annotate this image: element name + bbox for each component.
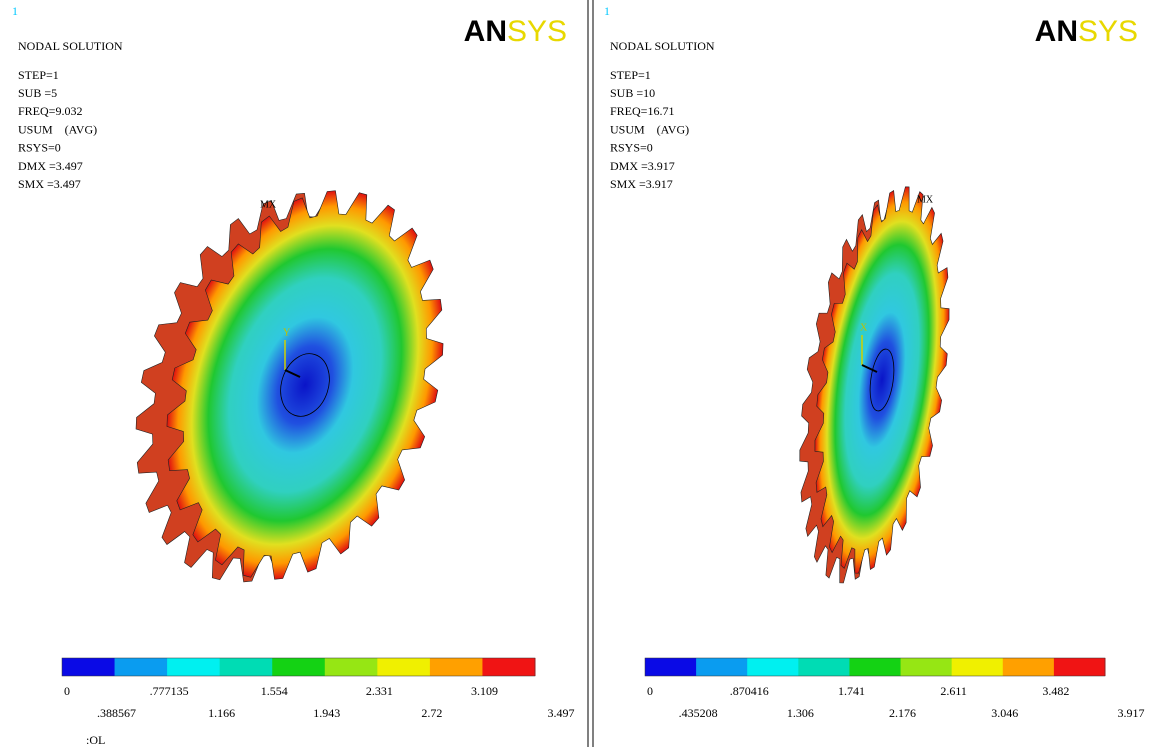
info-line: SUB =10 xyxy=(610,86,655,100)
colorbar-segment xyxy=(900,658,953,676)
gear-face xyxy=(166,190,444,580)
info-line: USUM (AVG) xyxy=(610,122,689,136)
colorbar-segment xyxy=(1053,658,1106,676)
legend-label: 3.917 xyxy=(1118,706,1145,720)
colorbar-segment xyxy=(798,658,850,676)
legend-label: .777135 xyxy=(150,684,189,698)
legend-label: 2.611 xyxy=(940,684,967,698)
window-number: 1 xyxy=(604,4,610,18)
legend-label: 2.331 xyxy=(366,684,393,698)
legend-label: .870416 xyxy=(730,684,769,698)
legend-label: 1.554 xyxy=(261,684,288,698)
legend-label: 3.109 xyxy=(471,684,498,698)
axis-triad xyxy=(861,364,878,373)
colorbar-segment xyxy=(219,658,273,676)
gear-hub xyxy=(280,353,330,417)
gear xyxy=(135,190,444,583)
stray-text: :OL xyxy=(86,733,105,747)
legend-label: 1.741 xyxy=(838,684,865,698)
legend-label: 1.943 xyxy=(313,706,340,720)
colorbar-segment xyxy=(482,658,536,676)
colorbar-segment xyxy=(272,658,326,676)
info-line: STEP=1 xyxy=(18,68,59,82)
legend-label: 2.72 xyxy=(421,706,442,720)
legend-label: 1.166 xyxy=(208,706,235,720)
gear xyxy=(799,186,950,584)
max-marker: MX xyxy=(917,194,934,205)
legend-label: .435208 xyxy=(679,706,718,720)
gear-face xyxy=(814,186,950,574)
colorbar-frame xyxy=(61,657,536,677)
logo: SYS xyxy=(1078,15,1138,48)
plot-title: NODAL SOLUTION xyxy=(18,39,123,53)
info-line: DMX =3.497 xyxy=(18,159,83,173)
legend-label: .388567 xyxy=(97,706,136,720)
gear-hub xyxy=(869,348,895,412)
window-number: 1 xyxy=(12,4,18,18)
colorbar-segment xyxy=(849,658,902,676)
colorbar-segment xyxy=(377,658,431,676)
colorbar-segment xyxy=(747,658,799,676)
colorbar-segment xyxy=(167,658,221,676)
legend-label: 0 xyxy=(647,684,653,698)
info-line: DMX =3.917 xyxy=(610,159,675,173)
legend-label: 3.046 xyxy=(991,706,1018,720)
plot-title: NODAL SOLUTION xyxy=(610,39,715,53)
logo: AN xyxy=(1035,15,1078,48)
info-line: USUM (AVG) xyxy=(18,122,97,136)
info-line: RSYS=0 xyxy=(610,141,653,155)
info-line: RSYS=0 xyxy=(18,141,61,155)
axis-label: X xyxy=(860,322,868,333)
colorbar-segment xyxy=(696,658,748,676)
axis-triad xyxy=(284,369,301,378)
colorbar-segment xyxy=(951,658,1004,676)
colorbar-segment xyxy=(1002,658,1055,676)
axis-label: Y xyxy=(283,327,290,338)
colorbar-segment xyxy=(429,658,483,676)
legend-label: 3.482 xyxy=(1042,684,1069,698)
info-line: SMX =3.497 xyxy=(18,177,81,191)
info-line: FREQ=9.032 xyxy=(18,104,82,118)
colorbar-segment xyxy=(114,658,168,676)
max-marker: MX xyxy=(260,199,277,210)
info-line: SMX =3.917 xyxy=(610,177,673,191)
legend-label: 2.176 xyxy=(889,706,916,720)
colorbar-segment xyxy=(324,658,378,676)
colorbar-segment xyxy=(62,658,116,676)
legend-label: 1.306 xyxy=(787,706,814,720)
logo: SYS xyxy=(507,15,567,48)
info-line: SUB =5 xyxy=(18,86,57,100)
legend-label: 0 xyxy=(64,684,70,698)
logo: AN xyxy=(464,15,507,48)
colorbar-segment xyxy=(645,658,697,676)
colorbar-frame xyxy=(644,657,1106,677)
info-line: FREQ=16.71 xyxy=(610,104,674,118)
info-line: STEP=1 xyxy=(610,68,651,82)
legend-label: 3.497 xyxy=(548,706,575,720)
